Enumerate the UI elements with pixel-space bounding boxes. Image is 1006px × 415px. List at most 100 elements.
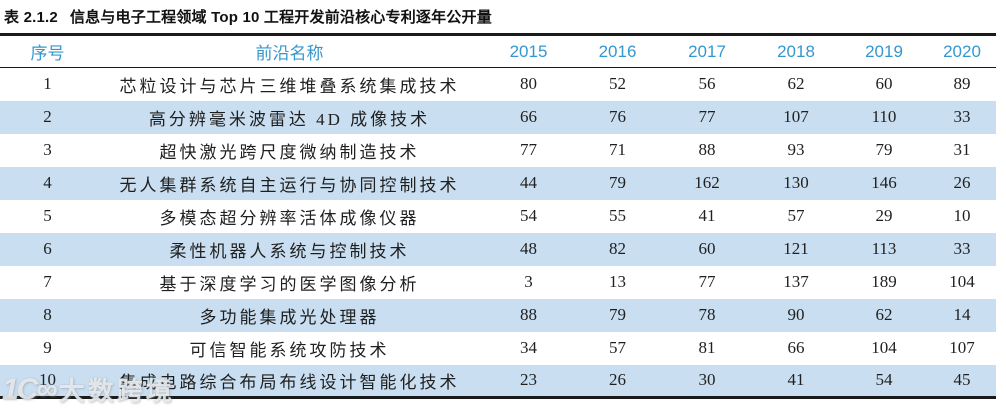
patent-count-cell: 88 [520,305,537,324]
patent-count-cell: 82 [609,239,626,258]
name-cell: 无人集群系统自主运行与协同控制技术 [119,175,460,195]
patent-count-cell: 10 [953,206,971,225]
rank-cell: 5 [43,206,52,225]
col-header-year-2018: 2018 [752,34,840,68]
patent-count-cell: 137 [783,272,809,291]
table-row: 2 高分辨毫米波雷达 4D 成像技术 66 76 77 107 110 33 [0,100,996,134]
patent-count-cell: 107 [949,338,975,357]
rank-cell: 10 [39,370,56,390]
patent-count-cell: 55 [609,206,626,225]
table-caption: 表 2.1.2 信息与电子工程领域 Top 10 工程开发前沿核心专利逐年公开量 [0,0,1006,33]
header-row: 序号 前沿名称 2015 2016 2017 2018 2019 2020 [0,34,996,68]
table-row: 9 可信智能系统攻防技术 34 57 81 66 104 107 [0,332,996,365]
name-cell: 高分辨毫米波雷达 4D 成像技术 [148,109,431,129]
col-header-year-2020: 2020 [928,34,996,68]
patent-count-cell: 62 [787,74,805,94]
rank-cell: 6 [43,239,52,258]
patent-count-cell: 41 [698,206,716,225]
patent-count-cell: 130 [783,173,809,192]
patent-count-cell: 62 [875,305,893,324]
patent-count-cell: 29 [875,206,893,225]
patent-count-cell: 90 [787,305,805,324]
patent-count-cell: 26 [609,370,626,390]
patent-count-cell: 79 [875,140,893,159]
patent-count-cell: 33 [953,107,971,126]
table-row: 3 超快激光跨尺度微纳制造技术 77 71 88 93 79 31 [0,134,996,167]
patent-count-cell: 54 [520,206,537,225]
table-row: 6 柔性机器人系统与控制技术 48 82 60 121 113 33 [0,232,996,266]
rank-cell: 2 [43,107,52,126]
patent-count-cell: 23 [520,370,537,390]
patent-count-cell: 13 [609,272,626,291]
patent-count-cell: 81 [698,338,716,357]
patent-count-cell: 77 [698,272,716,291]
name-cell: 超快激光跨尺度微纳制造技术 [159,142,420,162]
table-row: 8 多功能集成光处理器 88 79 78 90 62 14 [0,298,996,332]
patent-count-cell: 80 [520,74,537,94]
patent-count-cell: 77 [698,107,716,126]
table-row: 10 集成电路综合布局布线设计智能化技术 23 26 30 41 54 45 [0,364,996,398]
col-header-year-2016: 2016 [573,34,662,68]
patent-count-cell: 146 [871,173,897,192]
name-cell: 多模态超分辨率活体成像仪器 [159,208,420,228]
rank-cell: 1 [43,74,52,94]
patent-count-cell: 54 [875,370,893,390]
patent-count-cell: 56 [698,74,716,94]
patent-count-cell: 162 [694,173,720,192]
rank-cell: 8 [43,305,52,324]
patent-count-cell: 93 [787,140,805,159]
patent-count-cell: 57 [609,338,626,357]
patent-count-cell: 33 [953,239,971,258]
col-header-year-2015: 2015 [484,34,573,68]
patent-count-cell: 107 [783,107,809,126]
patent-count-cell: 104 [949,272,975,291]
patent-count-cell: 26 [953,173,971,192]
patent-count-cell: 48 [520,239,537,258]
name-cell: 集成电路综合布局布线设计智能化技术 [119,372,460,392]
table-number: 表 2.1.2 [4,9,58,26]
name-cell: 芯粒设计与芯片三维堆叠系统集成技术 [119,76,460,96]
patent-count-cell: 34 [520,338,537,357]
patent-count-cell: 66 [520,107,537,126]
table-title-text: 信息与电子工程领域 Top 10 工程开发前沿核心专利逐年公开量 [69,9,492,26]
patent-count-cell: 79 [609,305,626,324]
table-body: 1 芯粒设计与芯片三维堆叠系统集成技术 80 52 56 62 60 89 2 高分辨毫米波雷达 … [0,68,996,398]
patent-count-cell: 77 [520,140,537,159]
patent-count-cell: 110 [871,107,897,126]
col-header-rank: 序号 [0,34,95,68]
name-cell: 多功能集成光处理器 [199,307,380,327]
patent-count-cell: 88 [698,140,716,159]
patent-count-cell: 89 [953,74,971,94]
patent-count-cell: 44 [520,173,537,192]
patent-count-cell: 71 [609,140,626,159]
patent-count-cell: 79 [609,173,626,192]
table-row: 5 多模态超分辨率活体成像仪器 54 55 41 57 29 10 [0,200,996,233]
patent-count-cell: 57 [787,206,805,225]
col-header-year-2017: 2017 [662,34,752,68]
patent-count-cell: 121 [783,239,809,258]
rank-cell: 4 [43,173,52,192]
patent-count-cell: 113 [871,239,897,258]
patent-count-cell: 78 [698,305,716,324]
rank-cell: 7 [43,272,52,291]
patent-count-cell: 66 [787,338,805,357]
patent-count-cell: 30 [698,370,716,390]
col-header-name: 前沿名称 [95,34,484,68]
patent-count-cell: 60 [875,74,893,94]
patent-count-cell: 189 [871,272,897,291]
name-cell: 可信智能系统攻防技术 [189,340,390,360]
table-row: 7 基于深度学习的医学图像分析 3 13 77 137 189 104 [0,266,996,299]
patent-count-cell: 76 [609,107,626,126]
patent-count-cell: 104 [871,338,897,357]
col-header-year-2019: 2019 [840,34,928,68]
patent-count-cell: 45 [953,370,971,390]
table-row: 1 芯粒设计与芯片三维堆叠系统集成技术 80 52 56 62 60 89 [0,68,996,101]
rank-cell: 9 [43,338,52,357]
patent-count-cell: 41 [787,370,805,390]
name-cell: 柔性机器人系统与控制技术 [169,241,410,261]
patent-count-cell: 3 [524,272,533,291]
rank-cell: 3 [43,140,52,159]
patent-count-cell: 31 [953,140,971,159]
patent-count-cell: 52 [609,74,626,94]
